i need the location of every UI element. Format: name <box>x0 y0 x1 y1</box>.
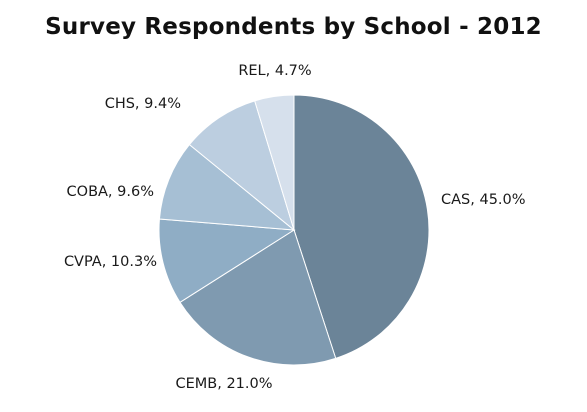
pie-slice-cas <box>293 94 430 360</box>
pie-slice-cemb <box>179 229 337 366</box>
slice-label-cas: CAS, 45.0% <box>441 192 526 208</box>
pie-slice-chs <box>188 100 295 232</box>
pie-slice-coba <box>158 143 296 231</box>
slice-label-rel: REL, 4.7% <box>238 63 311 79</box>
pie-slice-rel <box>254 94 295 231</box>
pie-slices <box>158 94 430 366</box>
chart-title: Survey Respondents by School - 2012 <box>45 14 542 40</box>
slice-label-coba: COBA, 9.6% <box>67 184 154 200</box>
slice-label-cvpa: CVPA, 10.3% <box>64 254 157 270</box>
pie-slice-cvpa <box>158 218 296 304</box>
pie-labels: CAS, 45.0% CEMB, 21.0% CVPA, 10.3% COBA, 9.… <box>64 63 526 392</box>
slice-label-cemb: CEMB, 21.0% <box>175 376 272 392</box>
slice-label-chs: CHS, 9.4% <box>105 96 181 112</box>
